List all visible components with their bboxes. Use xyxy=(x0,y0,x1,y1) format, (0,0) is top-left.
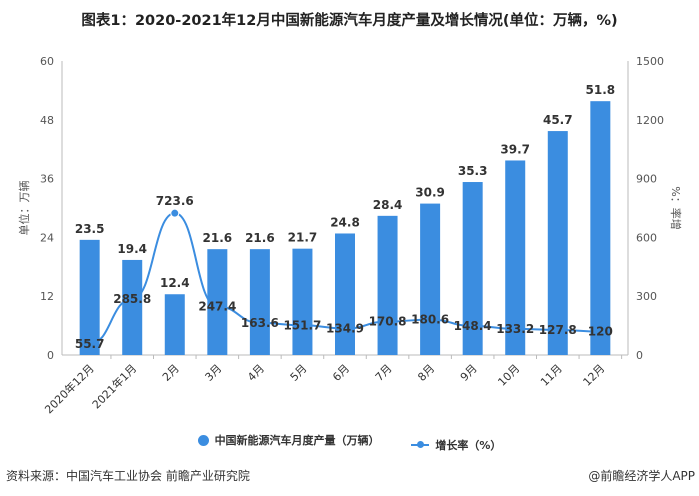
right-tick-label: 900 xyxy=(636,173,657,186)
x-tick-label: 6月 xyxy=(330,362,352,384)
bar-data-label: 28.4 xyxy=(373,198,403,212)
line-data-label: 55.7 xyxy=(75,337,105,351)
left-tick-label: 60 xyxy=(40,55,54,68)
bar xyxy=(420,203,441,355)
source-note: 资料来源：中国汽车工业协会 前瞻产业研究院 xyxy=(6,469,250,483)
line-data-label: 285.8 xyxy=(113,292,151,306)
x-tick-label: 10月 xyxy=(495,362,522,389)
bar-data-label: 21.6 xyxy=(203,231,233,245)
line-data-label: 180.6 xyxy=(411,313,449,327)
right-tick-label: 300 xyxy=(636,290,657,303)
line-data-label: 127.8 xyxy=(539,323,577,337)
bar xyxy=(292,248,313,355)
bar-data-label: 45.7 xyxy=(543,113,573,127)
chart-title: 图表1：2020-2021年12月中国新能源汽车月度产量及增长情况(单位：万辆，… xyxy=(81,13,618,29)
left-axis-label: 单位：万辆 xyxy=(17,181,31,236)
x-tick-label: 11月 xyxy=(538,362,565,389)
line-data-label: 151.7 xyxy=(283,318,321,332)
x-tick-label: 9月 xyxy=(458,362,480,384)
legend: 中国新能源汽车月度产量（万辆） 增长率（%） xyxy=(0,432,699,453)
x-tick-label: 2月 xyxy=(160,362,182,384)
bar-data-label: 39.7 xyxy=(500,142,530,156)
legend-label: 增长率（%） xyxy=(435,438,502,452)
legend-label: 中国新能源汽车月度产量（万辆） xyxy=(214,434,380,447)
bar xyxy=(79,239,100,355)
line-data-label: 148.4 xyxy=(454,319,492,333)
bar-data-label: 12.4 xyxy=(160,276,190,290)
legend-item-production: 中国新能源汽车月度产量（万辆） xyxy=(197,432,380,448)
growth-line xyxy=(89,212,601,346)
left-tick-label: 36 xyxy=(40,173,54,186)
left-tick-label: 0 xyxy=(47,349,54,362)
legend-dot-icon xyxy=(197,434,209,446)
bar-data-label: 35.3 xyxy=(458,164,488,178)
bar xyxy=(207,249,228,355)
credit: @前瞻经济学人APP xyxy=(588,469,695,483)
bar-data-label: 51.8 xyxy=(586,83,616,97)
bar xyxy=(377,215,398,355)
legend-line-icon xyxy=(411,440,430,448)
bar-data-label: 24.8 xyxy=(330,215,360,229)
line-data-label: 170.8 xyxy=(369,315,407,329)
line-data-label: 133.2 xyxy=(496,322,534,336)
growth-point xyxy=(170,208,180,218)
bar-data-label: 30.9 xyxy=(415,186,445,200)
line-data-label: 134.9 xyxy=(326,322,364,336)
bar xyxy=(164,294,185,355)
bar xyxy=(590,101,611,356)
line-data-label: 120 xyxy=(588,324,613,338)
x-tick-label: 2020年12月 xyxy=(42,361,97,416)
bar-data-label: 21.6 xyxy=(245,231,275,245)
left-tick-label: 24 xyxy=(40,231,54,244)
line-data-label: 723.6 xyxy=(156,194,194,208)
bar xyxy=(122,259,143,355)
right-axis-label: %：率增 xyxy=(669,186,683,229)
right-tick-label: 0 xyxy=(636,349,643,362)
x-tick-label: 2021年1月 xyxy=(89,361,139,411)
bar-data-label: 19.4 xyxy=(117,242,147,256)
x-tick-label: 5月 xyxy=(288,362,310,384)
bar xyxy=(547,131,568,355)
right-tick-label: 1200 xyxy=(636,114,664,127)
bar-data-label: 21.7 xyxy=(288,231,318,245)
x-tick-label: 12月 xyxy=(581,362,608,389)
left-tick-label: 12 xyxy=(40,290,54,303)
left-tick-label: 48 xyxy=(40,114,54,127)
x-tick-label: 3月 xyxy=(203,362,225,384)
bar xyxy=(249,249,270,355)
line-data-label: 163.6 xyxy=(241,316,279,330)
line-data-label: 247.4 xyxy=(198,300,236,314)
bar xyxy=(335,233,355,355)
bar-data-label: 23.5 xyxy=(75,222,105,236)
right-tick-label: 1500 xyxy=(636,55,664,68)
x-tick-label: 7月 xyxy=(373,362,395,384)
bar xyxy=(505,160,526,355)
legend-item-growth: 增长率（%） xyxy=(411,437,501,453)
bar xyxy=(462,182,483,355)
right-tick-label: 600 xyxy=(636,231,657,244)
x-tick-label: 4月 xyxy=(245,362,267,384)
x-tick-label: 8月 xyxy=(415,362,437,384)
